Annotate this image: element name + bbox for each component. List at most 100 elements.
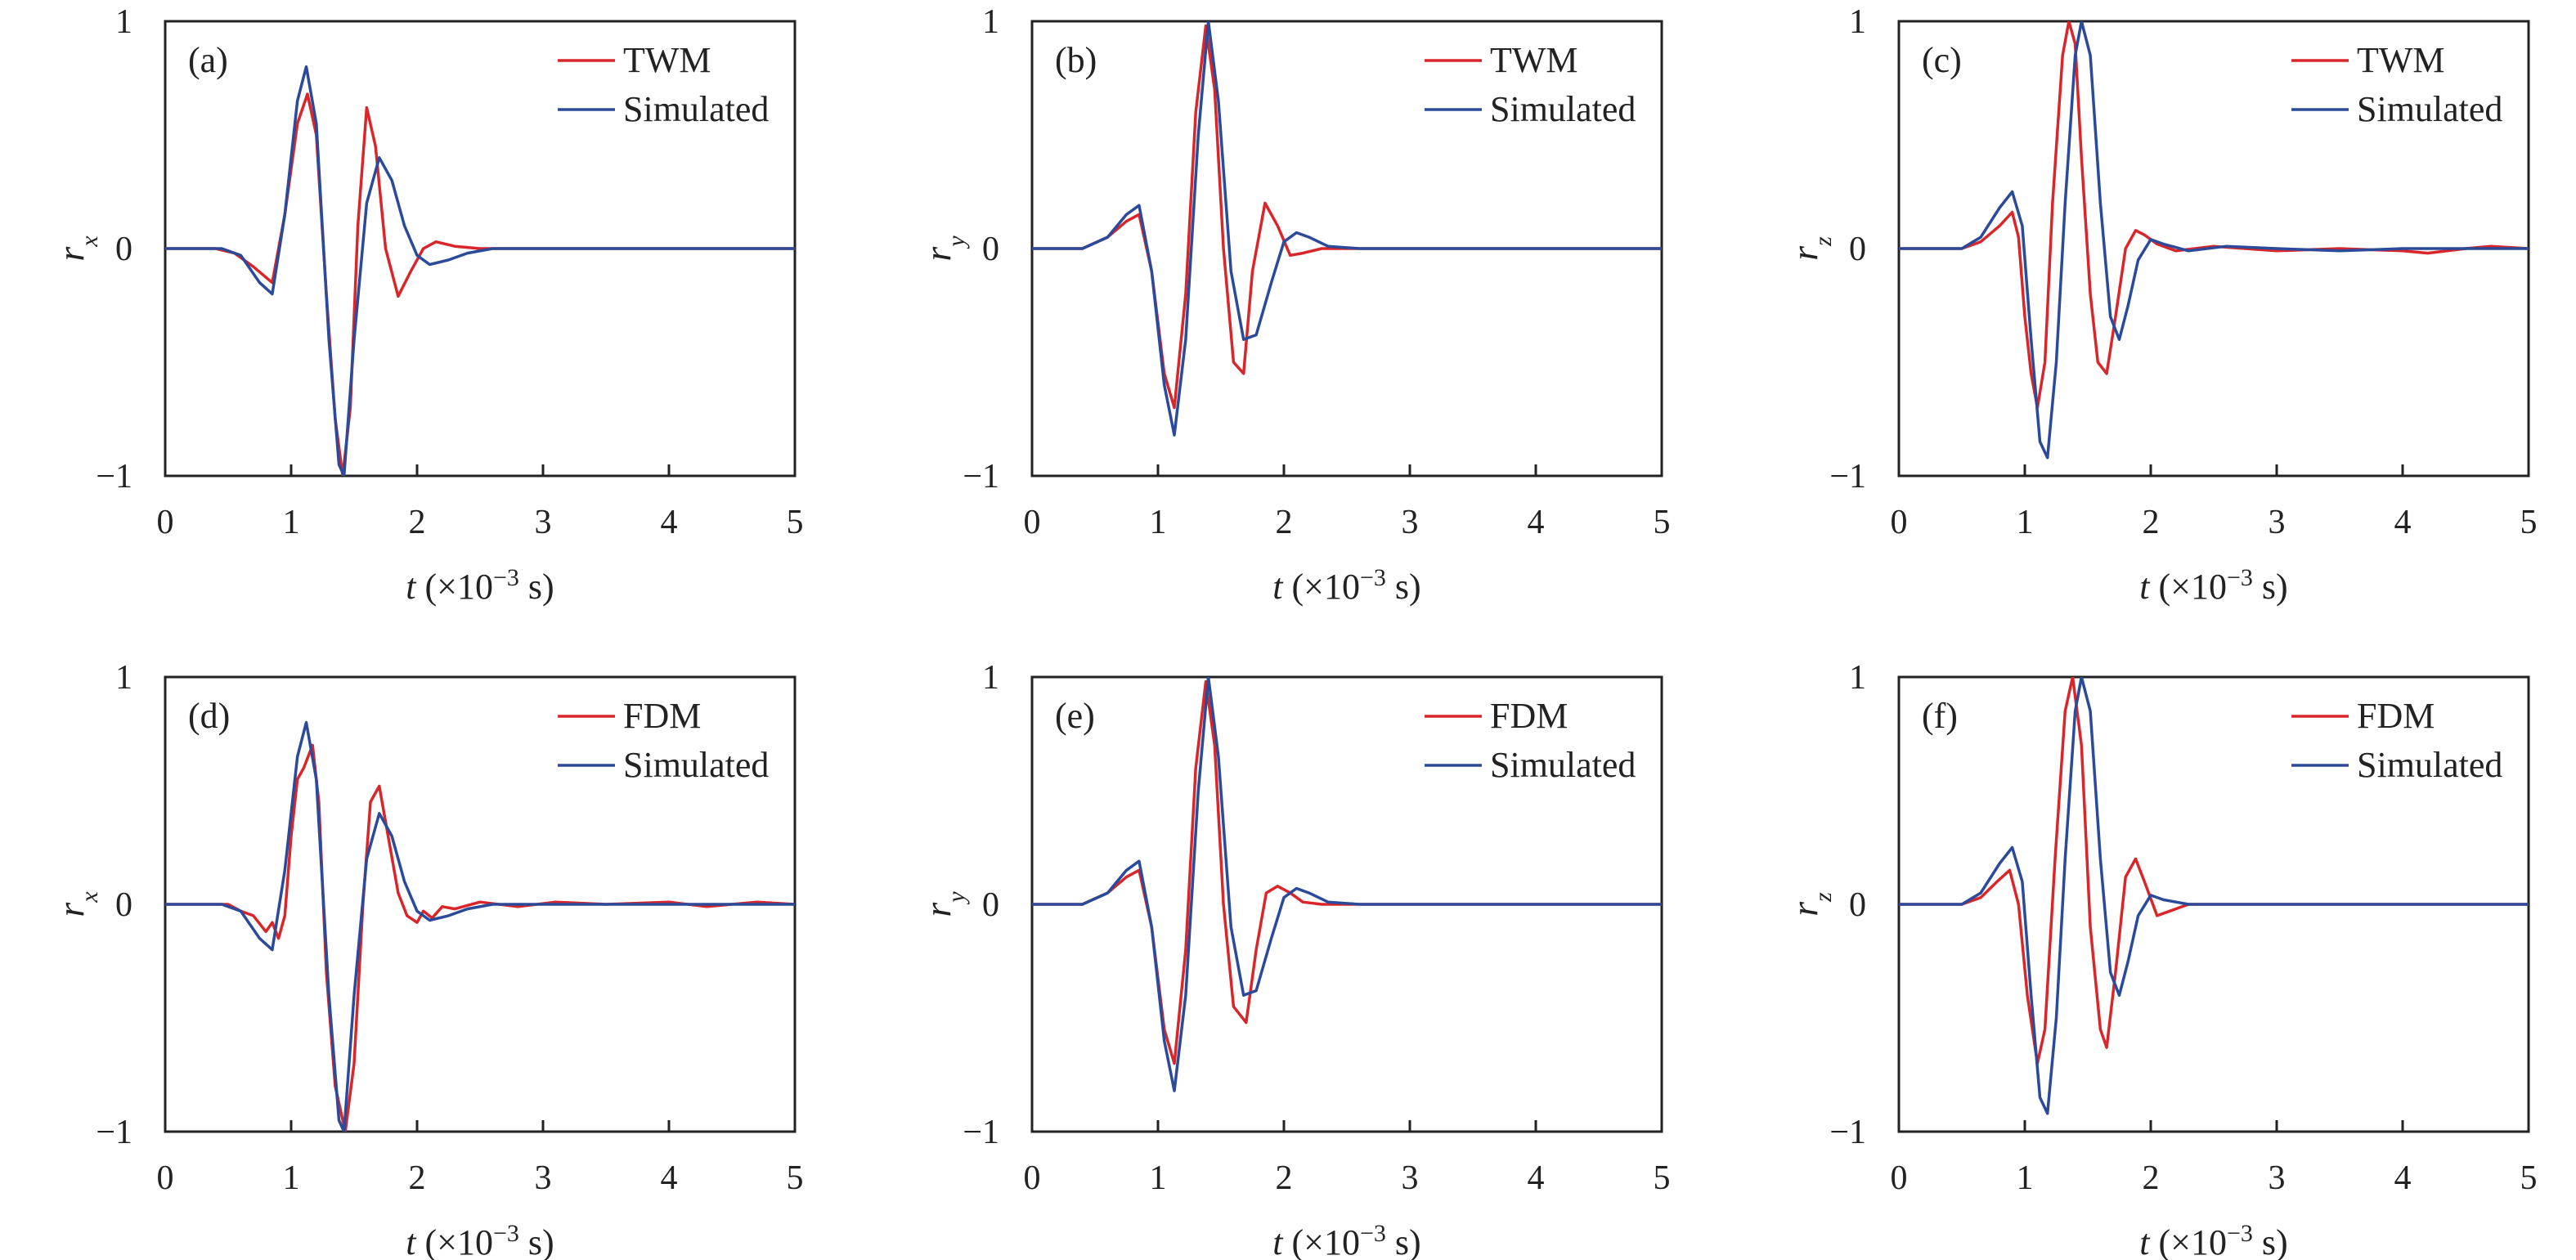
y-tick-label: 1 [982, 3, 999, 41]
x-tick-label: 0 [1891, 1159, 1908, 1197]
x-tick-label: 2 [2143, 504, 2160, 541]
legend-label-simulated: Simulated [623, 89, 769, 129]
x-tick-label: 2 [409, 1159, 426, 1197]
series-line-fdm [1032, 679, 1662, 1065]
x-tick-label: 4 [661, 504, 678, 541]
series-line-simulated [1032, 21, 1662, 437]
x-tick-label: 0 [1891, 504, 1908, 541]
x-tick-label: 0 [157, 504, 174, 541]
x-tick-label: 1 [2017, 1159, 2034, 1197]
chart-panel-0: 0 1 2 3 4 5 −1 0 1 t (×10−3 s) rx (a) TWM Simulated [50, 3, 804, 607]
x-tick-label: 4 [1528, 504, 1545, 541]
x-tick-label: 4 [2394, 504, 2412, 541]
y-axis-label: rx [50, 891, 103, 917]
y-tick-label: 1 [115, 659, 132, 697]
series-line-simulated [165, 720, 795, 1132]
x-tick-label: 5 [2520, 504, 2538, 541]
y-tick-label: 0 [1849, 231, 1866, 268]
y-tick-label: 1 [1849, 659, 1866, 697]
x-tick-label: 3 [2269, 1159, 2286, 1197]
x-tick-label: 2 [1276, 504, 1293, 541]
x-axis-label: t (×10−3 s) [1272, 1220, 1420, 1260]
x-tick-label: 2 [409, 504, 426, 541]
y-tick-label: −1 [1829, 458, 1866, 495]
legend-label-simulated: Simulated [1490, 745, 1636, 785]
y-tick-label: −1 [963, 458, 999, 495]
y-tick-label: 0 [982, 886, 999, 924]
y-tick-label: −1 [963, 1114, 999, 1151]
x-tick-label: 2 [2143, 1159, 2160, 1197]
chart-panel-2: 0 1 2 3 4 5 −1 0 1 t (×10−3 s) rz (c) TWM Simulated [1784, 3, 2538, 607]
y-tick-label: 0 [1849, 886, 1866, 924]
x-tick-label: 2 [1276, 1159, 1293, 1197]
legend-label-twm: TWM [623, 40, 711, 80]
y-axis-label: rz [1784, 892, 1837, 917]
panel-label: (b) [1055, 40, 1097, 80]
x-axis-label: t (×10−3 s) [2139, 564, 2287, 608]
legend-label-simulated: Simulated [1490, 89, 1636, 129]
x-tick-label: 4 [661, 1159, 678, 1197]
y-tick-label: 1 [1849, 3, 1866, 41]
x-tick-label: 5 [1654, 1159, 1671, 1197]
x-tick-label: 3 [2269, 504, 2286, 541]
y-axis-label: rx [50, 235, 103, 262]
series-line-twm [165, 92, 795, 476]
x-axis-label: t (×10−3 s) [406, 1220, 554, 1260]
x-tick-label: 4 [2394, 1159, 2412, 1197]
chart-panel-5: 0 1 2 3 4 5 −1 0 1 t (×10−3 s) rz (f) FDM Simulated [1784, 659, 2538, 1260]
x-tick-label: 5 [787, 504, 804, 541]
x-tick-label: 3 [1402, 1159, 1419, 1197]
legend-label-simulated: Simulated [2357, 89, 2502, 129]
x-tick-label: 1 [2017, 504, 2034, 541]
x-tick-label: 5 [1654, 504, 1671, 541]
y-tick-label: 1 [982, 659, 999, 697]
y-tick-label: 0 [115, 886, 132, 924]
y-tick-label: −1 [96, 458, 132, 495]
x-tick-label: 1 [283, 1159, 300, 1197]
y-tick-label: −1 [96, 1114, 132, 1151]
y-tick-label: 0 [115, 231, 132, 268]
legend-label-fdm: FDM [2357, 696, 2435, 736]
panel-label: (f) [1922, 696, 1958, 736]
panel-label: (d) [188, 696, 230, 736]
x-tick-label: 3 [535, 1159, 552, 1197]
series-line-fdm [1899, 677, 2529, 1065]
y-axis-label: rz [1784, 236, 1837, 261]
panel-label: (c) [1922, 40, 1962, 80]
series-line-twm [1032, 24, 1662, 410]
x-tick-label: 0 [1024, 1159, 1041, 1197]
series-line-fdm [165, 743, 795, 1132]
x-axis-label: t (×10−3 s) [2139, 1220, 2287, 1260]
x-axis-label: t (×10−3 s) [406, 564, 554, 608]
series-line-simulated [1899, 677, 2529, 1115]
panel-label: (a) [188, 40, 228, 80]
series-line-simulated [165, 65, 795, 476]
panel-label: (e) [1055, 696, 1095, 736]
y-tick-label: −1 [1829, 1114, 1866, 1151]
x-tick-label: 3 [1402, 504, 1419, 541]
y-tick-label: 1 [115, 3, 132, 41]
legend-label-twm: TWM [2357, 40, 2445, 80]
y-axis-label: ry [917, 891, 970, 917]
x-tick-label: 1 [1150, 1159, 1167, 1197]
legend-label-fdm: FDM [623, 696, 701, 736]
legend-label-simulated: Simulated [2357, 745, 2502, 785]
y-tick-label: 0 [982, 231, 999, 268]
x-tick-label: 5 [787, 1159, 804, 1197]
x-tick-label: 0 [157, 1159, 174, 1197]
series-line-twm [1899, 21, 2529, 410]
legend-label-simulated: Simulated [623, 745, 769, 785]
chart-panel-3: 0 1 2 3 4 5 −1 0 1 t (×10−3 s) rx (d) FDM Simulated [50, 659, 804, 1260]
x-tick-label: 1 [283, 504, 300, 541]
x-axis-label: t (×10−3 s) [1272, 564, 1420, 608]
y-axis-label: ry [917, 235, 970, 262]
x-tick-label: 4 [1528, 1159, 1545, 1197]
chart-panel-4: 0 1 2 3 4 5 −1 0 1 t (×10−3 s) ry (e) FDM Simulated [917, 659, 1671, 1260]
x-tick-label: 0 [1024, 504, 1041, 541]
legend-label-fdm: FDM [1490, 696, 1568, 736]
x-tick-label: 5 [2520, 1159, 2538, 1197]
legend-label-twm: TWM [1490, 40, 1578, 80]
x-tick-label: 3 [535, 504, 552, 541]
x-tick-label: 1 [1150, 504, 1167, 541]
